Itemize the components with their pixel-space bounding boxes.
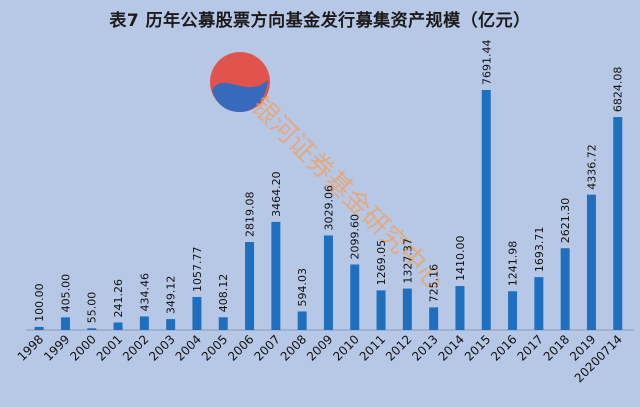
value-label-2017: 1693.71 bbox=[533, 227, 546, 273]
bar-2000 bbox=[87, 328, 97, 330]
value-label-2008: 594.03 bbox=[296, 268, 309, 307]
logo-blue-wave bbox=[212, 80, 268, 112]
bar-1998 bbox=[34, 326, 44, 330]
value-label-2011: 1269.05 bbox=[375, 240, 388, 286]
bar-2004 bbox=[192, 296, 202, 330]
value-label-2005: 408.12 bbox=[217, 274, 230, 313]
bar-2018 bbox=[560, 248, 570, 330]
x-tick-label-2015: 2015 bbox=[462, 332, 493, 363]
value-label-1998: 100.00 bbox=[33, 283, 46, 322]
bar-2016 bbox=[508, 291, 518, 330]
bar-2009 bbox=[323, 235, 333, 330]
x-tick-label-2005: 2005 bbox=[199, 332, 230, 363]
x-tick-label-2016: 2016 bbox=[488, 332, 519, 363]
watermark-logo bbox=[210, 52, 270, 112]
x-tick-label-2006: 2006 bbox=[225, 332, 256, 363]
bar-2012 bbox=[402, 288, 412, 330]
x-tick-label-2011: 2011 bbox=[357, 332, 388, 363]
x-tick-label-2008: 2008 bbox=[278, 332, 309, 363]
bar-1999 bbox=[60, 317, 70, 330]
value-label-2009: 3029.06 bbox=[322, 185, 335, 231]
value-label-2015: 7691.44 bbox=[480, 40, 493, 86]
x-tick-label-2000: 2000 bbox=[67, 332, 98, 363]
x-tick-label-2009: 2009 bbox=[304, 332, 335, 363]
bar-20200714 bbox=[613, 117, 623, 330]
x-tick-label-2004: 2004 bbox=[173, 332, 204, 363]
value-label-2007: 3464.20 bbox=[270, 171, 283, 217]
value-label-2010: 2099.60 bbox=[349, 214, 362, 260]
x-tick-label-2013: 2013 bbox=[409, 332, 440, 363]
bar-2011 bbox=[376, 290, 386, 330]
x-tick-label-1999: 1999 bbox=[41, 332, 72, 363]
value-label-2006: 2819.08 bbox=[244, 192, 257, 237]
value-label-1999: 405.00 bbox=[59, 274, 72, 313]
x-tick-label-2003: 2003 bbox=[146, 332, 177, 363]
x-tick-label-2014: 2014 bbox=[436, 332, 467, 363]
x-tick-label-2012: 2012 bbox=[383, 332, 414, 363]
bar-2003 bbox=[166, 319, 176, 330]
x-tick-label-1998: 1998 bbox=[15, 332, 46, 363]
bar-2010 bbox=[350, 264, 360, 330]
value-label-2013: 725.16 bbox=[428, 264, 441, 303]
value-label-2002: 434.46 bbox=[138, 273, 151, 312]
value-label-2003: 349.12 bbox=[165, 276, 178, 315]
x-tick-label-2001: 2001 bbox=[94, 332, 125, 363]
x-tick-label-2002: 2002 bbox=[120, 332, 151, 363]
bar-2017 bbox=[534, 277, 544, 330]
value-label-2019: 4336.72 bbox=[585, 144, 598, 190]
bar-2006 bbox=[245, 242, 255, 330]
bar-2015 bbox=[481, 90, 491, 330]
bar-2001 bbox=[113, 322, 123, 330]
value-label-2000: 55.00 bbox=[86, 292, 99, 324]
bar-2014 bbox=[455, 286, 465, 330]
value-label-2004: 1057.77 bbox=[191, 246, 204, 292]
chart-title: 表7 历年公募股票方向基金发行募集资产规模（亿元） bbox=[109, 11, 531, 31]
value-label-2012: 1327.37 bbox=[401, 238, 414, 284]
value-label-2016: 1241.98 bbox=[507, 241, 520, 287]
bar-2008 bbox=[297, 311, 307, 330]
value-label-2001: 241.26 bbox=[112, 279, 125, 318]
x-tick-label-2010: 2010 bbox=[330, 332, 361, 363]
x-tick-label-2007: 2007 bbox=[251, 332, 282, 363]
value-label-20200714: 6824.08 bbox=[612, 67, 625, 113]
x-tick-label-2017: 2017 bbox=[514, 332, 545, 363]
value-label-2018: 2621.30 bbox=[559, 198, 572, 244]
x-tick-label-2018: 2018 bbox=[541, 332, 572, 363]
bar-2007 bbox=[271, 221, 281, 330]
bar-2013 bbox=[429, 307, 439, 330]
bar-2002 bbox=[139, 316, 149, 330]
bar-2005 bbox=[218, 317, 228, 330]
value-label-2014: 1410.00 bbox=[454, 236, 467, 282]
bar-2019 bbox=[586, 194, 596, 330]
